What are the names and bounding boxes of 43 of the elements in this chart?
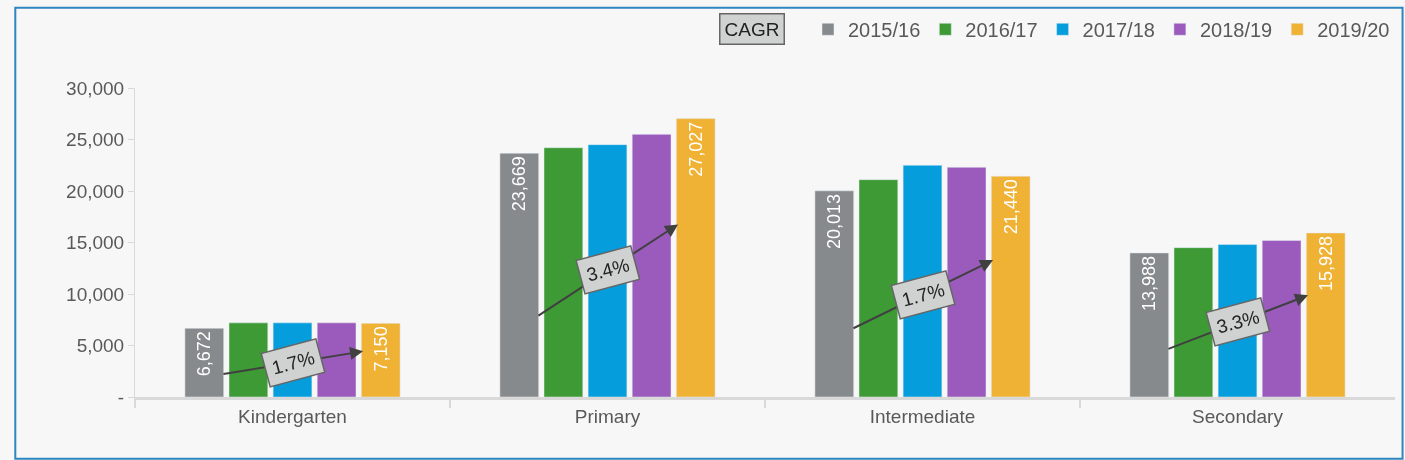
- annotation: 3.4%: [584, 254, 632, 286]
- data-label: 7,150: [370, 326, 391, 372]
- data-label: 27,027: [685, 121, 706, 177]
- bar: [1261, 240, 1302, 397]
- bar: [676, 118, 716, 397]
- x-tick-label: Intermediate: [869, 405, 976, 427]
- data-label: 23,669: [509, 156, 530, 212]
- x-tick-label: Primary: [574, 405, 641, 427]
- y-tick-label: -: [117, 386, 125, 408]
- legend-label: 2018/19: [1199, 19, 1273, 42]
- bar: [543, 147, 584, 397]
- y-tick-label: 30,000: [66, 77, 125, 99]
- data-label: 21,440: [1000, 179, 1021, 235]
- legend-label: 2015/16: [848, 19, 921, 42]
- data-label: 20,013: [824, 193, 845, 249]
- annotation: 1.7%: [269, 347, 317, 379]
- y-tick-label: 5,000: [76, 335, 125, 357]
- y-tick-label: 20,000: [66, 180, 125, 202]
- legend-label: 2016/17: [965, 19, 1038, 42]
- bar: [361, 323, 401, 397]
- x-tick-label: Secondary: [1192, 405, 1284, 427]
- data-label: 15,928: [1315, 235, 1336, 291]
- x-tick-label: Kindergarten: [238, 405, 347, 427]
- bar: [946, 167, 987, 397]
- legend-label: 2017/18: [1082, 19, 1155, 42]
- text: CAGR: [724, 18, 780, 40]
- annotation: 3.3%: [1214, 306, 1262, 338]
- y-tick-label: 10,000: [66, 283, 125, 305]
- bar: [631, 134, 672, 397]
- bar: [1129, 252, 1169, 397]
- legend-label: 2019/20: [1317, 19, 1390, 42]
- data-label: 6,672: [194, 331, 215, 377]
- y-tick-label: 25,000: [66, 129, 125, 151]
- bar: [1173, 247, 1214, 397]
- bar: [991, 175, 1031, 397]
- bar: [184, 328, 224, 397]
- bar: [814, 190, 854, 397]
- y-tick-label: 15,000: [66, 232, 125, 254]
- bar: [858, 179, 899, 397]
- bar: [499, 152, 539, 397]
- annotation: 1.7%: [899, 279, 947, 311]
- data-label: 13,988: [1139, 255, 1160, 311]
- bar: [1306, 232, 1346, 397]
